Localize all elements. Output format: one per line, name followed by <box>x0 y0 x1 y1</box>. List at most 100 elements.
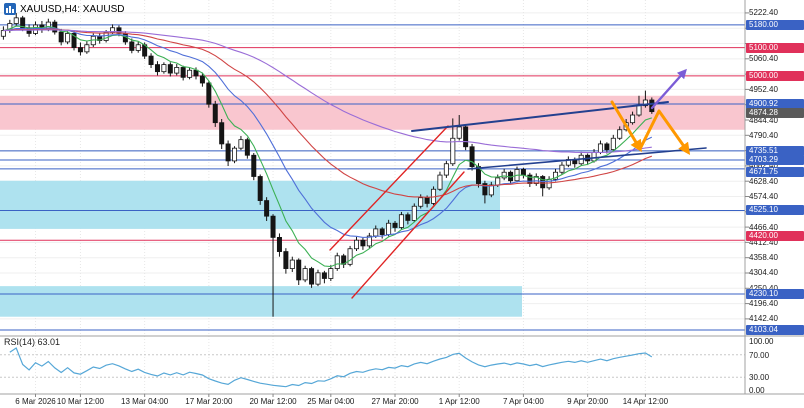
candle <box>520 169 526 176</box>
candle <box>597 143 603 153</box>
candle <box>501 171 507 179</box>
candle <box>630 114 636 124</box>
candle <box>148 55 154 65</box>
candle <box>257 176 263 201</box>
candle <box>270 215 276 238</box>
candle <box>392 222 398 228</box>
candle <box>610 137 616 150</box>
candle <box>642 99 648 107</box>
candle <box>174 67 180 74</box>
candle <box>276 237 282 252</box>
candle <box>264 200 270 217</box>
candle <box>71 33 77 48</box>
candle <box>353 239 359 250</box>
candle <box>347 248 353 265</box>
ma-fast <box>3 25 652 268</box>
candle <box>533 176 539 184</box>
candle <box>225 143 231 162</box>
candle <box>443 163 449 176</box>
candle <box>20 17 26 29</box>
candle <box>482 183 488 196</box>
candle <box>334 255 340 269</box>
candle <box>161 64 167 73</box>
candle <box>636 105 642 116</box>
candle <box>617 129 623 139</box>
candle <box>469 146 475 167</box>
candle <box>360 239 366 247</box>
candle <box>411 205 417 221</box>
trendlines-layer <box>329 101 707 299</box>
candle <box>450 137 456 165</box>
red-channel-lower[interactable] <box>351 171 465 299</box>
rsi-line <box>9 347 653 388</box>
candle <box>553 171 559 180</box>
candle <box>65 33 71 43</box>
chart-title: XAUUSD,H4: XAUUSD <box>20 3 125 15</box>
candle <box>206 82 212 105</box>
rsi-indicator-label: RSI(14) 63.01 <box>4 337 61 347</box>
resistance-zone[interactable] <box>0 95 745 130</box>
navy-trendline-lower[interactable] <box>467 147 707 170</box>
candle <box>154 64 160 73</box>
candle <box>540 176 546 189</box>
candle <box>0 30 6 37</box>
candle <box>366 235 372 247</box>
candle <box>386 222 392 235</box>
candle <box>437 174 443 190</box>
rsi-layer <box>0 347 745 388</box>
candle <box>84 44 90 53</box>
support-zone-mid[interactable] <box>0 180 500 229</box>
chart-icon <box>4 3 16 15</box>
candle <box>296 259 302 281</box>
arrows-layer <box>610 68 691 155</box>
candle <box>187 69 193 78</box>
ma-slowest <box>3 29 652 154</box>
candle <box>373 228 379 237</box>
moving-averages-layer <box>3 25 653 268</box>
candle <box>379 228 385 235</box>
candle <box>315 272 321 285</box>
candle <box>13 17 19 24</box>
ma-mid <box>3 27 653 238</box>
candle <box>495 177 501 186</box>
axis-frame <box>0 0 804 397</box>
candle <box>604 143 610 150</box>
candle <box>328 268 334 279</box>
candle <box>289 259 295 269</box>
breakout-arrow-up[interactable] <box>650 68 687 110</box>
candle <box>559 164 565 173</box>
candle <box>398 214 404 228</box>
red-channel-upper[interactable] <box>329 125 449 251</box>
price-levels-layer <box>0 24 745 331</box>
candle <box>238 139 244 149</box>
candle <box>418 197 424 207</box>
candle <box>405 214 411 221</box>
candle <box>193 69 199 77</box>
candle <box>77 47 83 53</box>
forecast-path-up-down[interactable] <box>638 109 691 155</box>
candle <box>309 268 315 285</box>
candle <box>321 272 327 279</box>
candle <box>232 147 238 162</box>
candle <box>251 154 257 177</box>
candle <box>463 126 469 148</box>
candle <box>302 268 308 281</box>
candle <box>167 64 173 74</box>
candle <box>180 67 186 78</box>
support-zone-low[interactable] <box>0 286 522 317</box>
candle <box>219 122 225 145</box>
forecast-path-down[interactable] <box>610 100 642 153</box>
candle <box>244 139 250 156</box>
navy-trendline-upper[interactable] <box>411 101 669 132</box>
candle <box>283 251 289 269</box>
candle <box>456 126 462 139</box>
candle <box>591 152 597 162</box>
candle <box>135 44 141 51</box>
candle <box>58 31 64 43</box>
candle <box>129 41 135 51</box>
candle <box>424 197 430 204</box>
candle <box>212 103 218 124</box>
candle <box>199 75 205 84</box>
